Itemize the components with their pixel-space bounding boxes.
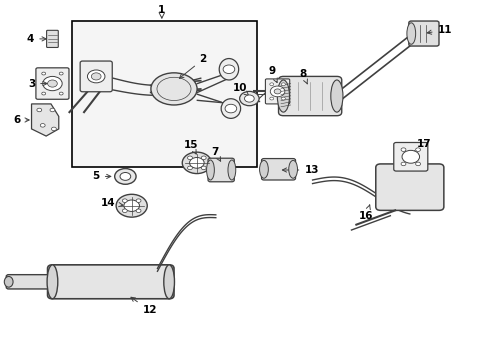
Circle shape (400, 162, 405, 166)
Ellipse shape (227, 160, 235, 180)
Circle shape (415, 148, 420, 152)
Circle shape (201, 156, 206, 159)
Ellipse shape (163, 265, 174, 299)
FancyBboxPatch shape (261, 158, 295, 180)
Text: 4: 4 (27, 34, 46, 44)
Ellipse shape (406, 23, 415, 44)
FancyBboxPatch shape (265, 79, 289, 104)
Circle shape (116, 194, 147, 217)
Circle shape (59, 92, 63, 95)
Circle shape (41, 72, 45, 75)
FancyBboxPatch shape (207, 158, 234, 182)
Circle shape (136, 199, 141, 202)
Ellipse shape (4, 276, 13, 287)
Ellipse shape (219, 59, 238, 80)
FancyBboxPatch shape (375, 164, 443, 210)
Circle shape (281, 97, 285, 100)
Text: 11: 11 (427, 25, 451, 35)
Circle shape (47, 80, 57, 87)
Circle shape (187, 166, 192, 170)
Circle shape (122, 199, 127, 202)
Bar (72, 21, 256, 167)
Circle shape (239, 91, 259, 106)
Circle shape (122, 209, 127, 212)
Circle shape (270, 86, 285, 97)
Text: 8: 8 (299, 68, 307, 84)
Circle shape (401, 150, 419, 163)
Text: 1: 1 (158, 5, 165, 15)
Text: 17: 17 (412, 139, 431, 155)
Text: 13: 13 (282, 165, 318, 175)
Circle shape (136, 209, 141, 212)
Ellipse shape (47, 265, 58, 299)
Ellipse shape (259, 160, 268, 178)
Circle shape (274, 89, 281, 94)
Circle shape (189, 157, 203, 168)
Circle shape (59, 72, 63, 75)
Text: 7: 7 (211, 147, 220, 161)
Text: 12: 12 (131, 297, 157, 315)
Circle shape (91, 73, 101, 80)
Circle shape (182, 152, 211, 174)
Circle shape (269, 97, 273, 100)
Circle shape (187, 156, 192, 159)
Circle shape (120, 172, 130, 180)
Circle shape (223, 65, 234, 73)
Circle shape (281, 83, 285, 86)
Circle shape (37, 108, 41, 112)
Text: 14: 14 (101, 198, 123, 208)
Text: 9: 9 (267, 66, 277, 82)
Ellipse shape (221, 99, 240, 118)
FancyBboxPatch shape (47, 265, 174, 299)
Text: 5: 5 (92, 171, 111, 181)
Circle shape (41, 92, 45, 95)
FancyBboxPatch shape (278, 76, 341, 116)
Ellipse shape (206, 160, 214, 180)
Circle shape (269, 83, 273, 86)
Ellipse shape (277, 80, 289, 112)
Circle shape (201, 166, 206, 170)
FancyBboxPatch shape (6, 275, 55, 289)
FancyBboxPatch shape (36, 68, 69, 99)
Circle shape (224, 104, 236, 113)
Circle shape (87, 70, 105, 83)
Text: 10: 10 (232, 83, 248, 96)
Circle shape (244, 95, 254, 102)
FancyBboxPatch shape (393, 143, 427, 171)
Text: 6: 6 (13, 115, 29, 125)
Circle shape (415, 162, 420, 166)
Circle shape (40, 123, 45, 127)
Text: 15: 15 (183, 140, 198, 154)
Circle shape (51, 127, 56, 131)
Ellipse shape (288, 160, 297, 178)
Text: 2: 2 (179, 54, 206, 78)
Polygon shape (31, 104, 59, 136)
Circle shape (115, 168, 136, 184)
Circle shape (123, 200, 139, 211)
FancyBboxPatch shape (408, 21, 438, 46)
FancyBboxPatch shape (46, 30, 58, 48)
Text: 3: 3 (28, 78, 47, 89)
Circle shape (50, 108, 55, 112)
FancyBboxPatch shape (80, 61, 112, 92)
Circle shape (400, 148, 405, 152)
Ellipse shape (330, 80, 342, 112)
Circle shape (42, 76, 62, 91)
Text: 16: 16 (358, 205, 372, 221)
Ellipse shape (151, 73, 197, 105)
